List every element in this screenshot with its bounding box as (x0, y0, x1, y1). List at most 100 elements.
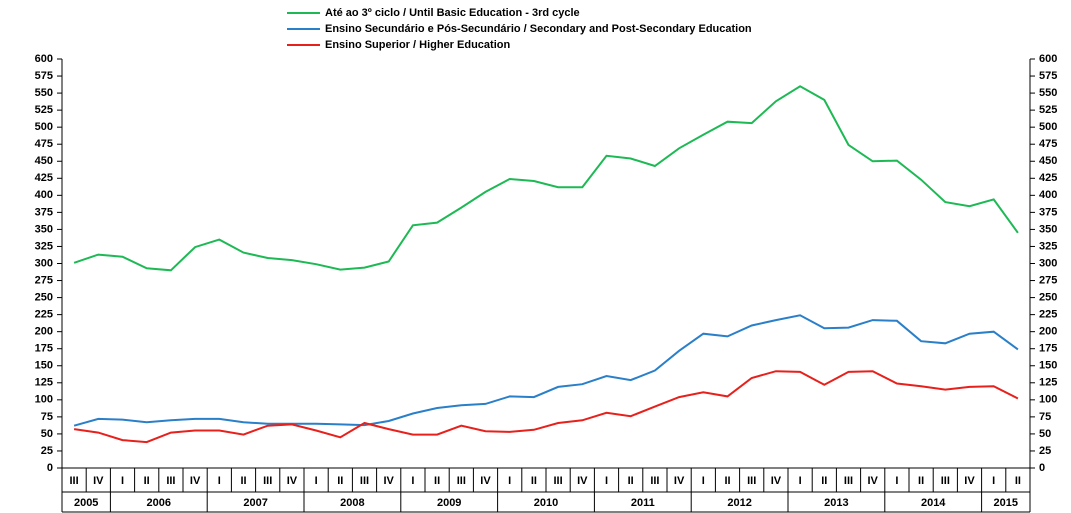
x-tick-label: II (628, 475, 634, 487)
y-tick-label: 100 (35, 394, 53, 406)
x-tick-label: II (240, 475, 246, 487)
x-tick-label: III (70, 475, 79, 487)
y2-tick-label: 300 (1039, 257, 1057, 269)
x-tick-label: III (941, 475, 950, 487)
y-tick-label: 75 (41, 411, 53, 423)
x-tick-label: IV (383, 475, 394, 487)
y-tick-label: 275 (35, 274, 53, 286)
y-tick-label: 375 (35, 206, 53, 218)
y-tick-label: 600 (35, 53, 53, 65)
x-tick-label: II (531, 475, 537, 487)
x-tick-label: III (844, 475, 853, 487)
y2-tick-label: 175 (1039, 343, 1057, 355)
y2-tick-label: 0 (1039, 462, 1045, 474)
x-tick-label: II (434, 475, 440, 487)
y2-tick-label: 125 (1039, 377, 1057, 389)
y-tick-label: 175 (35, 343, 53, 355)
y2-tick-label: 550 (1039, 87, 1057, 99)
y-tick-label: 25 (41, 445, 53, 457)
y2-tick-label: 525 (1039, 104, 1057, 116)
year-label: 2010 (534, 497, 558, 509)
year-label: 2007 (243, 497, 267, 509)
y-tick-label: 350 (35, 223, 53, 235)
x-tick-label: III (360, 475, 369, 487)
x-tick-label: I (411, 475, 414, 487)
x-tick-label: IV (867, 475, 878, 487)
x-tick-label: I (992, 475, 995, 487)
y-tick-label: 400 (35, 189, 53, 201)
y-tick-label: 550 (35, 87, 53, 99)
x-tick-label: II (337, 475, 343, 487)
x-tick-label: III (650, 475, 659, 487)
x-tick-label: III (166, 475, 175, 487)
year-label: 2014 (921, 497, 946, 509)
year-label: 2008 (340, 497, 364, 509)
y2-tick-label: 225 (1039, 309, 1057, 321)
y-tick-label: 150 (35, 360, 53, 372)
x-tick-label: I (605, 475, 608, 487)
y2-tick-label: 475 (1039, 138, 1057, 150)
y2-tick-label: 275 (1039, 274, 1057, 286)
year-label: 2013 (824, 497, 848, 509)
year-label: 2009 (437, 497, 461, 509)
y2-tick-label: 200 (1039, 326, 1057, 338)
y2-tick-label: 600 (1039, 53, 1057, 65)
y-tick-label: 225 (35, 309, 53, 321)
x-tick-label: II (821, 475, 827, 487)
y2-tick-label: 75 (1039, 411, 1051, 423)
y2-tick-label: 100 (1039, 394, 1057, 406)
x-tick-label: I (218, 475, 221, 487)
y-tick-label: 0 (47, 462, 53, 474)
x-tick-label: II (918, 475, 924, 487)
year-label: 2012 (727, 497, 751, 509)
y2-tick-label: 450 (1039, 155, 1057, 167)
y-tick-label: 250 (35, 291, 53, 303)
x-tick-label: IV (287, 475, 298, 487)
x-tick-label: III (457, 475, 466, 487)
y-tick-label: 325 (35, 240, 53, 252)
y2-tick-label: 425 (1039, 172, 1057, 184)
year-label: 2011 (631, 497, 655, 509)
x-tick-label: III (263, 475, 272, 487)
x-tick-label: I (315, 475, 318, 487)
y2-tick-label: 250 (1039, 291, 1057, 303)
x-tick-label: IV (577, 475, 588, 487)
x-tick-label: II (724, 475, 730, 487)
y2-tick-label: 150 (1039, 360, 1057, 372)
y2-tick-label: 325 (1039, 240, 1057, 252)
y-tick-label: 500 (35, 121, 53, 133)
x-tick-label: II (144, 475, 150, 487)
y2-tick-label: 25 (1039, 445, 1051, 457)
x-tick-label: IV (480, 475, 491, 487)
y2-tick-label: 575 (1039, 70, 1057, 82)
x-tick-label: I (508, 475, 511, 487)
y-tick-label: 450 (35, 155, 53, 167)
y-tick-label: 475 (35, 138, 53, 150)
x-tick-label: III (747, 475, 756, 487)
year-label: 2015 (994, 497, 1018, 509)
y-tick-label: 125 (35, 377, 53, 389)
x-tick-label: IV (190, 475, 201, 487)
x-tick-label: IV (674, 475, 685, 487)
y-tick-label: 575 (35, 70, 53, 82)
series-line (73, 370, 1019, 444)
year-label: 2006 (147, 497, 171, 509)
x-tick-label: III (554, 475, 563, 487)
y-tick-label: 425 (35, 172, 53, 184)
series-line (73, 85, 1019, 272)
x-tick-label: I (702, 475, 705, 487)
year-label: 2005 (74, 497, 98, 509)
legend-label: Ensino Secundário e Pós-Secundário / Sec… (325, 23, 752, 35)
y2-tick-label: 375 (1039, 206, 1057, 218)
x-tick-label: IV (964, 475, 975, 487)
x-tick-label: I (121, 475, 124, 487)
y2-tick-label: 350 (1039, 223, 1057, 235)
y-tick-label: 50 (41, 428, 53, 440)
y2-tick-label: 50 (1039, 428, 1051, 440)
x-tick-label: IV (771, 475, 782, 487)
x-tick-label: IV (93, 475, 104, 487)
y-tick-label: 300 (35, 257, 53, 269)
x-tick-label: I (895, 475, 898, 487)
legend-label: Até ao 3º ciclo / Until Basic Education … (325, 7, 580, 19)
